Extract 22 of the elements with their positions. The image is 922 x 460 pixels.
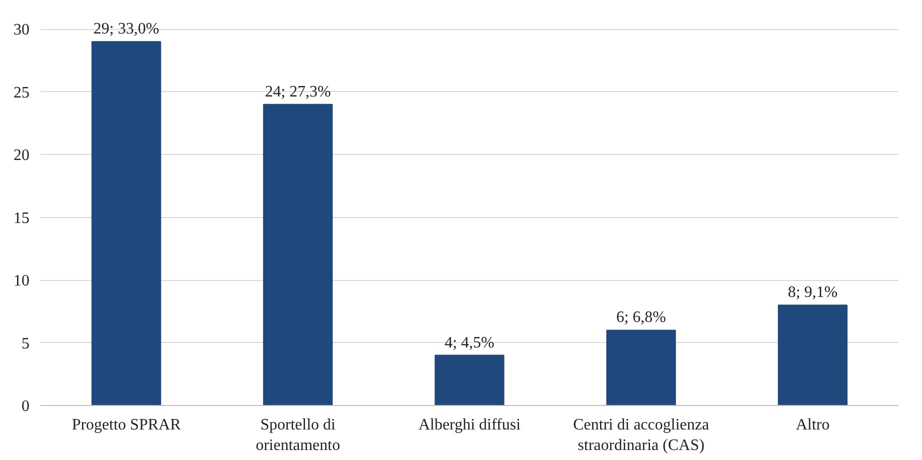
bar xyxy=(606,330,676,406)
x-tick-label: Altro xyxy=(796,416,830,434)
data-label: 6; 6,8% xyxy=(616,309,666,326)
y-tick-label: 10 xyxy=(14,272,30,290)
y-tick-label: 20 xyxy=(14,147,30,164)
y-tick-label: 5 xyxy=(22,335,30,352)
y-tick-label: 0 xyxy=(22,398,30,415)
x-tick-label: Progetto SPRAR xyxy=(72,416,182,434)
x-tick-label: Sportello di orientamento xyxy=(256,416,340,454)
data-label: 24; 27,3% xyxy=(265,83,331,100)
y-tick-label: 30 xyxy=(14,22,30,39)
x-tick-label: Centri di accoglienza straordinaria (CAS) xyxy=(573,416,710,454)
bar xyxy=(263,104,333,406)
y-tick-label: 25 xyxy=(14,84,30,102)
data-label: 8; 9,1% xyxy=(788,284,838,302)
bar xyxy=(91,41,162,406)
data-label: 4; 4,5% xyxy=(444,334,494,352)
x-tick-label: Alberghi diffusi xyxy=(418,416,522,434)
bar xyxy=(778,304,848,406)
data-label: 29; 33,0% xyxy=(93,20,160,38)
bar xyxy=(434,354,504,406)
y-tick-label: 15 xyxy=(14,210,30,227)
